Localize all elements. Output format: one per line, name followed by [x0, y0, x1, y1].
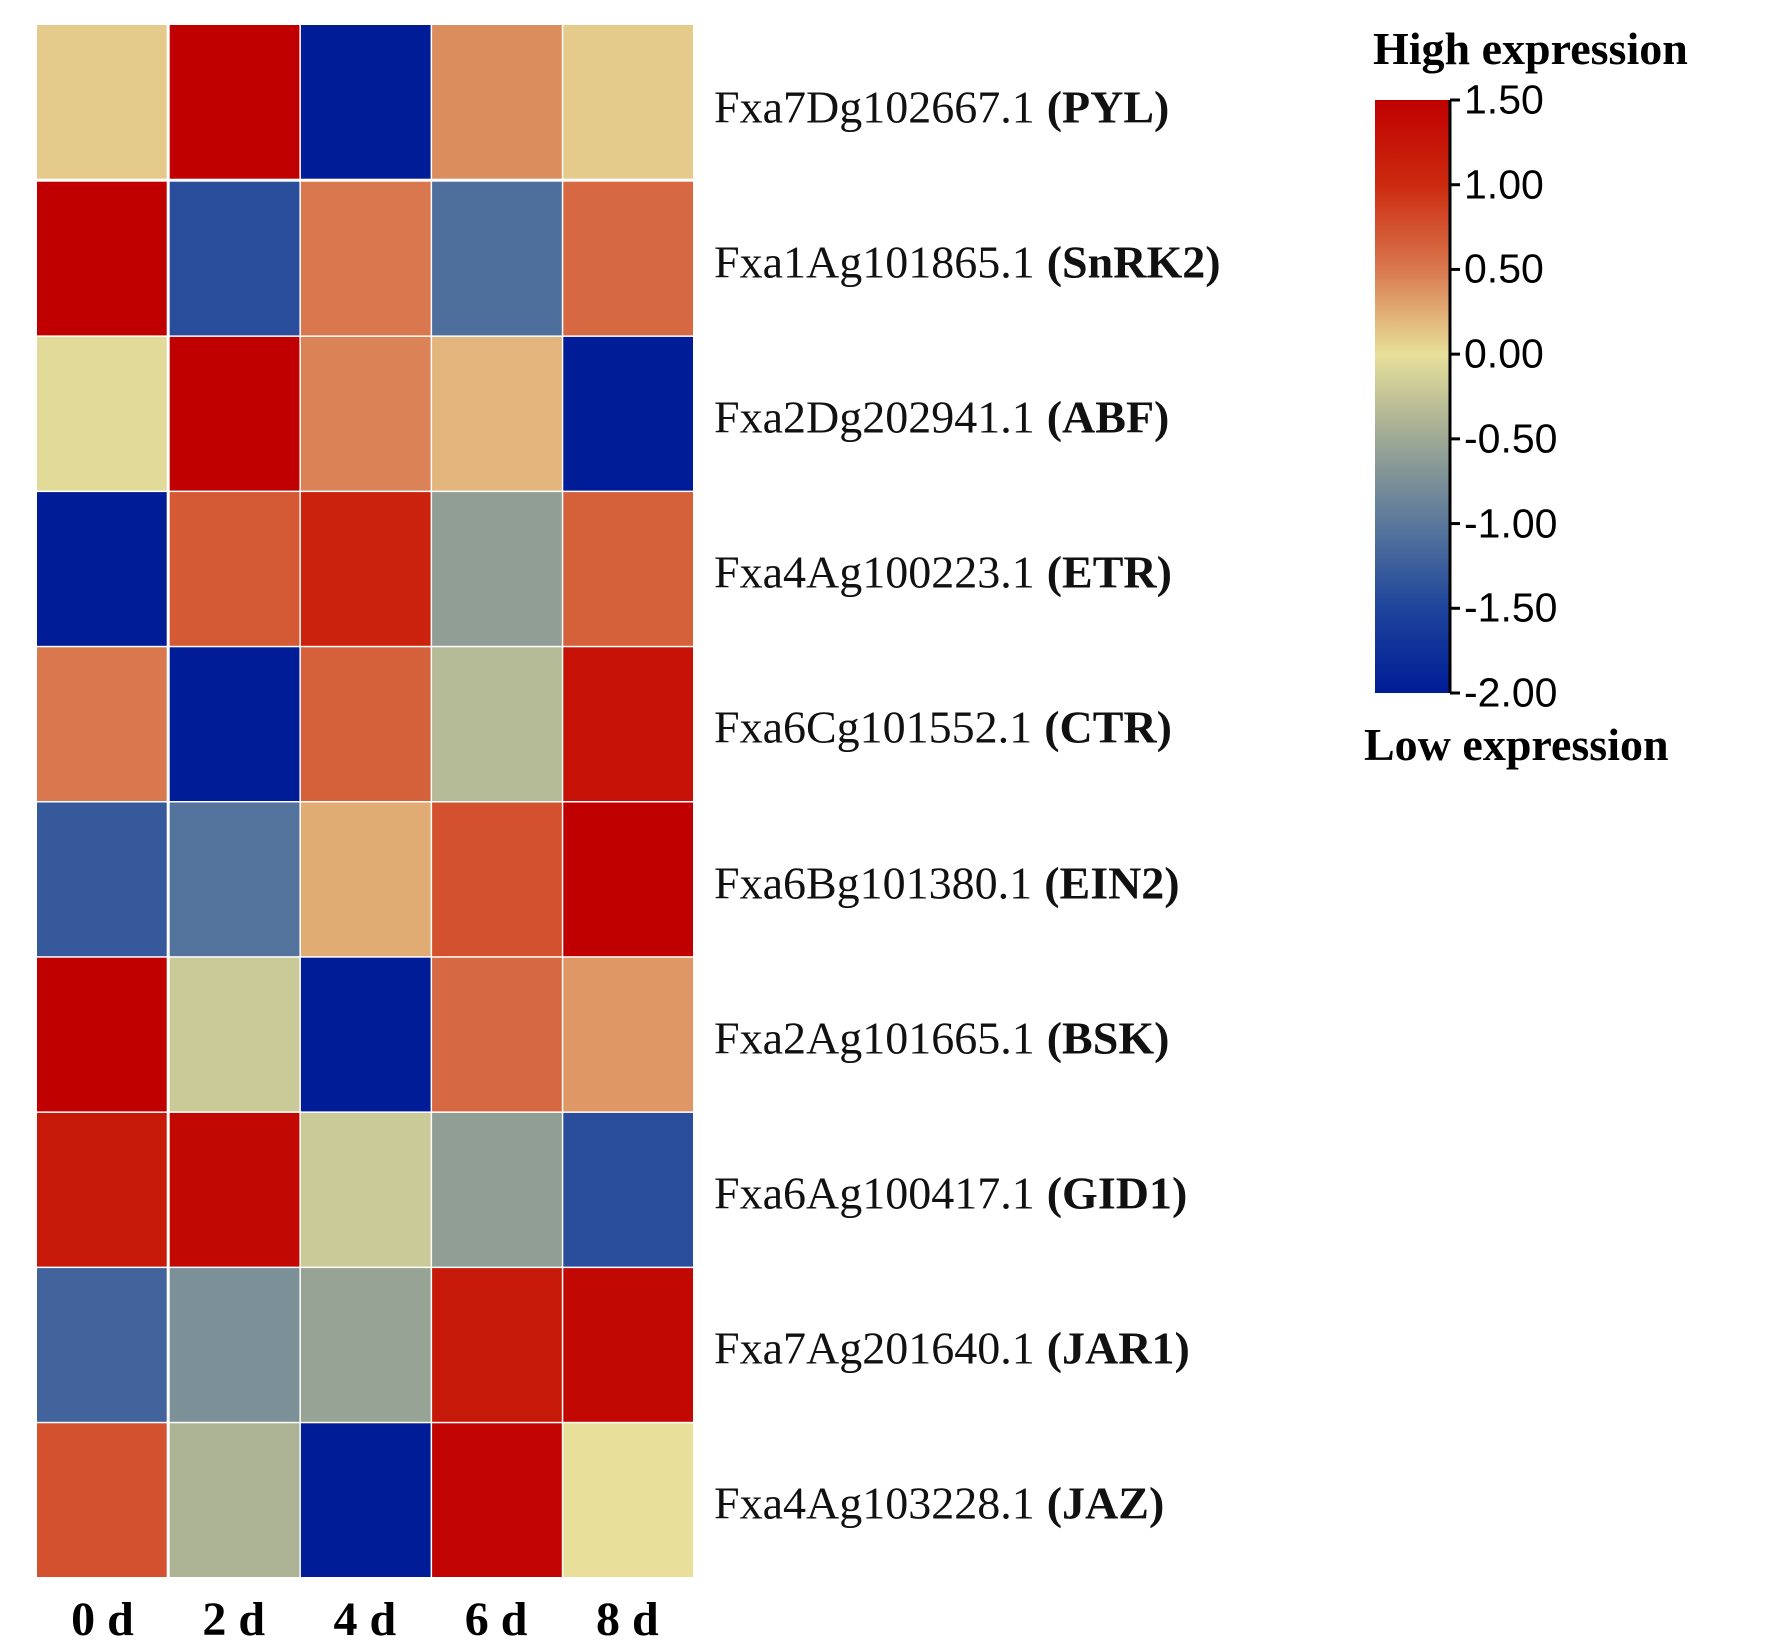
heatmap-cell — [432, 1112, 562, 1267]
gene-id: Fxa6Ag100417.1 — [714, 1167, 1035, 1219]
gene-name: (ETR) — [1046, 546, 1172, 598]
row-label: Fxa6Bg101380.1 (EIN2) — [714, 856, 1180, 909]
heatmap-cell — [37, 1268, 167, 1422]
gene-name: (BSK) — [1046, 1012, 1170, 1064]
heatmap-cell — [37, 25, 167, 179]
colorbar-tick-label: -2.00 — [1464, 669, 1558, 716]
heatmap-cell — [432, 802, 562, 957]
row-label: Fxa7Dg102667.1 (PYL) — [714, 80, 1169, 133]
row-label: Fxa4Ag100223.1 (ETR) — [714, 546, 1172, 599]
heatmap-cell — [169, 492, 300, 646]
gene-name: (ABF) — [1046, 391, 1170, 443]
heatmap-cell — [37, 492, 167, 646]
heatmap-cell — [563, 1112, 693, 1267]
heatmap-cell — [432, 647, 562, 801]
gene-id: Fxa7Dg102667.1 — [714, 81, 1035, 133]
column-label: 0 d — [71, 1593, 134, 1646]
colorbar-high-label: High expression — [1373, 23, 1688, 74]
heatmap-cell — [37, 336, 167, 491]
heatmap-cell — [432, 25, 562, 179]
heatmap-cell — [300, 1112, 431, 1267]
colorbar-tick-label: -1.50 — [1464, 584, 1558, 631]
gene-name: (EIN2) — [1044, 857, 1180, 909]
row-label: Fxa7Ag201640.1 (JAR1) — [714, 1322, 1190, 1375]
row-label: Fxa4Ag103228.1 (JAZ) — [714, 1477, 1164, 1530]
row-label: Fxa2Dg202941.1 (ABF) — [714, 391, 1169, 444]
column-label: 2 d — [202, 1593, 266, 1646]
heatmap-cell — [432, 336, 562, 491]
heatmap-cell — [300, 492, 431, 646]
gene-id: Fxa6Cg101552.1 — [714, 701, 1033, 753]
gene-name: (JAR1) — [1046, 1322, 1190, 1374]
heatmap-cell — [169, 647, 300, 801]
gene-name: (GID1) — [1046, 1167, 1188, 1219]
colorbar-tick-label: -1.00 — [1464, 500, 1558, 547]
heatmap-cell — [169, 802, 300, 957]
heatmap-cell — [432, 492, 562, 646]
heatmap-cell — [37, 1423, 167, 1577]
gene-name: (SnRK2) — [1046, 236, 1221, 288]
gene-id: Fxa2Dg202941.1 — [714, 391, 1035, 443]
gene-id: Fxa1Ag101865.1 — [714, 236, 1035, 288]
heatmap-cell — [563, 25, 693, 179]
heatmap-cell — [432, 957, 562, 1112]
gene-id: Fxa4Ag100223.1 — [714, 546, 1035, 598]
heatmap-cell — [169, 181, 300, 336]
heatmap-cell — [563, 957, 693, 1112]
heatmap-cell — [563, 1423, 693, 1577]
heatmap-cell — [432, 1268, 562, 1422]
heatmap-cell — [563, 802, 693, 957]
heatmap-cell — [37, 647, 167, 801]
colorbar-tick-label: -0.50 — [1464, 415, 1558, 462]
heatmap-cell — [37, 1112, 167, 1267]
heatmap-cell — [300, 1268, 431, 1422]
heatmap-cell — [563, 492, 693, 646]
heatmap-cell — [169, 336, 300, 491]
heatmap-cell — [37, 802, 167, 957]
colorbar-tick-label: 1.00 — [1464, 161, 1544, 208]
gene-id: Fxa2Ag101665.1 — [714, 1012, 1035, 1064]
heatmap-cell — [300, 181, 431, 336]
heatmap-cell — [37, 957, 167, 1112]
row-label: Fxa2Ag101665.1 (BSK) — [714, 1011, 1169, 1064]
gene-id: Fxa6Bg101380.1 — [714, 857, 1033, 909]
heatmap-cell — [432, 1423, 562, 1577]
heatmap-cell — [169, 957, 300, 1112]
colorbar — [1375, 100, 1450, 693]
colorbar-tick-label: 0.00 — [1464, 330, 1544, 377]
heatmap-cell — [300, 957, 431, 1112]
heatmap-cell — [563, 336, 693, 491]
heatmap-cell — [169, 25, 300, 179]
heatmap-cell — [37, 181, 167, 336]
heatmap-cell — [300, 336, 431, 491]
colorbar-tick-label: 0.50 — [1464, 245, 1544, 292]
gene-name: (JAZ) — [1046, 1477, 1165, 1529]
row-label: Fxa1Ag101865.1 (SnRK2) — [714, 235, 1221, 288]
heatmap-cell — [300, 25, 431, 179]
row-label: Fxa6Cg101552.1 (CTR) — [714, 701, 1172, 754]
heatmap-cell — [563, 181, 693, 336]
heatmap-cell — [300, 647, 431, 801]
heatmap-cell — [563, 647, 693, 801]
heatmap-cell — [169, 1423, 300, 1577]
heatmap-cell — [300, 1423, 431, 1577]
gene-name: (PYL) — [1046, 81, 1170, 133]
gene-id: Fxa7Ag201640.1 — [714, 1322, 1035, 1374]
gene-name: (CTR) — [1044, 701, 1172, 753]
heatmap-cell — [169, 1112, 300, 1267]
colorbar-tick-label: 1.50 — [1464, 76, 1544, 123]
column-label: 4 d — [333, 1593, 397, 1646]
row-label: Fxa6Ag100417.1 (GID1) — [714, 1167, 1187, 1220]
heatmap-cell — [169, 1268, 300, 1422]
column-label: 8 d — [595, 1593, 659, 1646]
colorbar-low-label: Low expression — [1364, 719, 1669, 770]
gene-id: Fxa4Ag103228.1 — [714, 1477, 1035, 1529]
column-label: 6 d — [464, 1593, 528, 1646]
heatmap-cell — [432, 181, 562, 336]
heatmap-cell — [300, 802, 431, 957]
heatmap-cell — [563, 1268, 693, 1422]
